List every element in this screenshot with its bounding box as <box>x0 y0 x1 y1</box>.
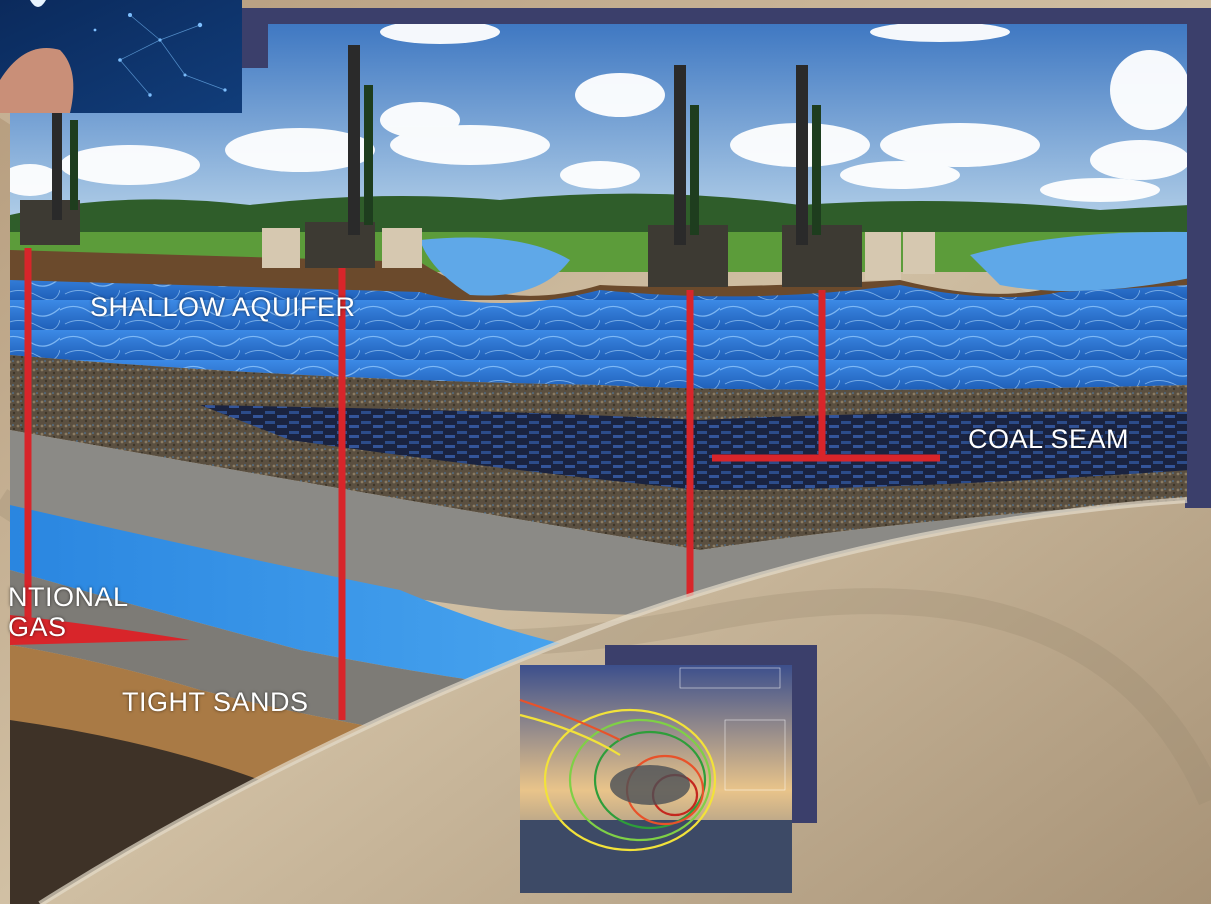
drilling-rigs <box>20 45 935 287</box>
label-tight-sands: TIGHT SANDS <box>122 687 309 717</box>
rig-1 <box>20 110 80 245</box>
label-coal-seam: COAL SEAM <box>968 424 1130 454</box>
label-shallow-aquifer: SHALLOW AQUIFER <box>90 292 356 322</box>
label-conventional-gas-line1: NTIONAL <box>8 582 129 612</box>
wind-turbine-simulation-icon <box>519 645 817 893</box>
surface-pond-2 <box>970 231 1187 292</box>
curve-edge <box>38 497 1188 904</box>
frame-right <box>1185 8 1211 508</box>
conventional-gas-pocket <box>10 615 190 645</box>
surface-pond-1 <box>420 237 570 296</box>
shallow-aquifer-layer <box>10 280 1187 390</box>
lightbulb-network-icon <box>0 0 268 113</box>
rig-2 <box>262 45 422 268</box>
frame-top <box>240 8 1211 24</box>
rig-4 <box>782 65 935 287</box>
label-conventional-gas-line2: GAS <box>8 612 67 642</box>
coal-seam-layer <box>200 405 1187 490</box>
rig-3 <box>648 65 728 287</box>
deep-aquifer-layer <box>10 505 620 700</box>
wells <box>24 248 940 720</box>
